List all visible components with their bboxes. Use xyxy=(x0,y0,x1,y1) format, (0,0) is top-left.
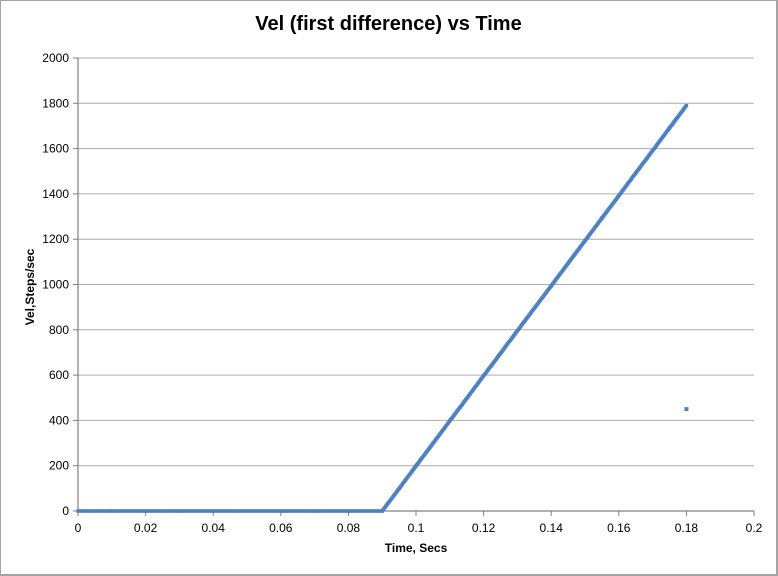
y-tick-label: 0 xyxy=(62,504,69,518)
x-tick-label: 0.16 xyxy=(607,521,631,535)
y-axis-title: Vel,Steps/sec xyxy=(23,248,37,326)
y-tick-label: 1600 xyxy=(42,142,69,156)
y-tick-label: 400 xyxy=(49,413,69,427)
y-tick-label: 2000 xyxy=(42,51,69,65)
y-tick-label: 1800 xyxy=(42,96,69,110)
x-tick-label: 0.06 xyxy=(269,521,293,535)
x-tick-label: 0.1 xyxy=(408,521,425,535)
chart-title: Vel (first difference) vs Time xyxy=(255,13,522,35)
y-tick-label: 600 xyxy=(49,368,69,382)
x-tick-label: 0 xyxy=(75,521,82,535)
x-tick-label: 0.04 xyxy=(202,521,226,535)
x-tick-label: 0.18 xyxy=(675,521,699,535)
x-tick-label: 0.2 xyxy=(746,521,763,535)
y-tick-label: 200 xyxy=(49,459,69,473)
data-marker xyxy=(684,407,689,412)
y-tick-label: 1000 xyxy=(42,278,69,292)
y-tick-label: 1400 xyxy=(42,187,69,201)
y-tick-label: 800 xyxy=(49,323,69,337)
data-marker xyxy=(684,103,689,108)
x-tick-label: 0.14 xyxy=(540,521,564,535)
x-tick-label: 0.12 xyxy=(472,521,496,535)
x-axis-title: Time, Secs xyxy=(384,541,448,555)
x-tick-label: 0.02 xyxy=(134,521,158,535)
x-tick-label: 0.08 xyxy=(337,521,361,535)
y-tick-label: 1200 xyxy=(42,232,69,246)
